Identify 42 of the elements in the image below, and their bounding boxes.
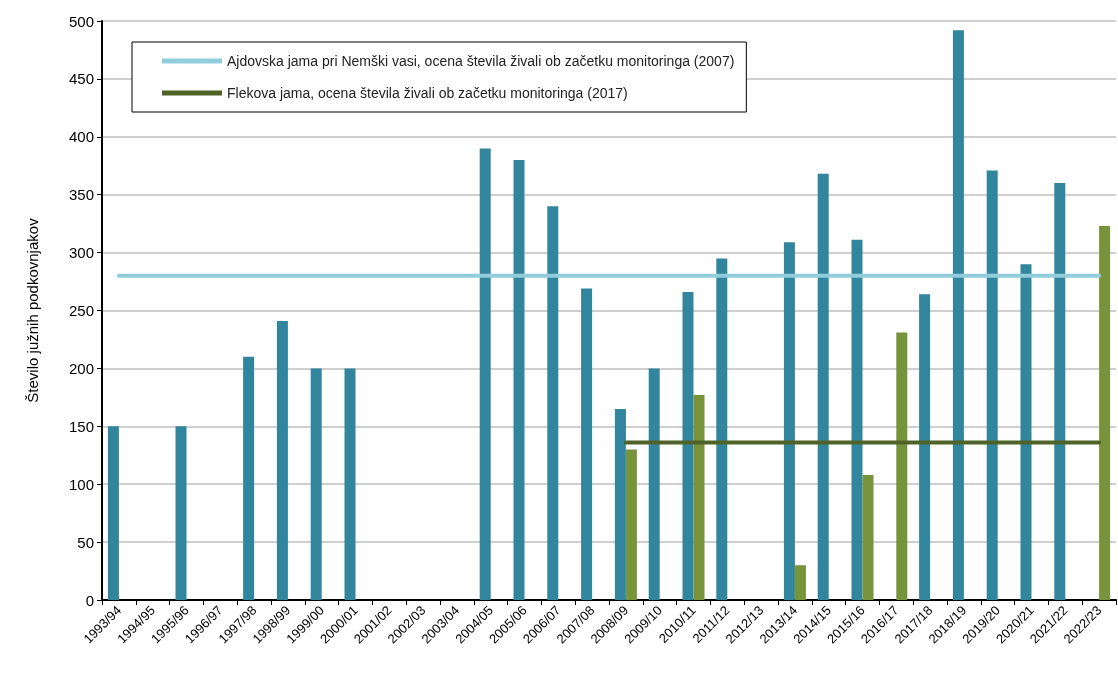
bar bbox=[986, 170, 998, 600]
bar bbox=[693, 395, 705, 600]
bar bbox=[862, 474, 874, 600]
bar bbox=[952, 30, 964, 600]
bar bbox=[479, 148, 491, 600]
legend-label: Flekova jama, ocena števila živali ob začetku monitoringa (2017) bbox=[227, 85, 628, 101]
y-tick-label: 200 bbox=[68, 359, 94, 377]
y-tick-label: 250 bbox=[68, 302, 94, 319]
y-tick-label: 150 bbox=[68, 417, 94, 435]
bar bbox=[919, 294, 931, 600]
bar bbox=[614, 408, 626, 600]
bar bbox=[243, 356, 255, 600]
bar bbox=[310, 368, 322, 600]
bar bbox=[794, 565, 806, 600]
bar bbox=[625, 449, 637, 600]
bar bbox=[1054, 183, 1066, 600]
bar bbox=[581, 288, 593, 600]
bar bbox=[682, 291, 694, 600]
bar bbox=[1020, 264, 1032, 600]
y-tick-label: 450 bbox=[68, 70, 94, 88]
bar bbox=[513, 159, 525, 600]
y-tick-label: 300 bbox=[68, 244, 94, 262]
y-axis-title: Število južnih podkovnjakov bbox=[24, 217, 41, 403]
bar bbox=[276, 320, 288, 600]
bar bbox=[896, 332, 908, 600]
y-tick-label: 0 bbox=[85, 591, 94, 609]
bar bbox=[1099, 225, 1111, 600]
y-tick-label: 100 bbox=[68, 475, 94, 493]
bar bbox=[107, 426, 119, 600]
bar bbox=[175, 426, 187, 600]
legend-label: Ajdovska jama pri Nemški vasi, ocena števila živali ob začetku monitoringa (2007) bbox=[227, 53, 735, 69]
y-tick-label: 500 bbox=[68, 12, 94, 30]
bar bbox=[817, 173, 829, 600]
bar bbox=[783, 242, 795, 600]
bar bbox=[648, 368, 660, 600]
y-tick-label: 350 bbox=[68, 186, 94, 204]
y-tick-label: 400 bbox=[68, 128, 94, 146]
y-tick-label: 50 bbox=[77, 533, 94, 551]
bar bbox=[716, 258, 728, 600]
bar bbox=[344, 368, 356, 600]
bar bbox=[547, 206, 559, 600]
bar bbox=[851, 239, 863, 600]
